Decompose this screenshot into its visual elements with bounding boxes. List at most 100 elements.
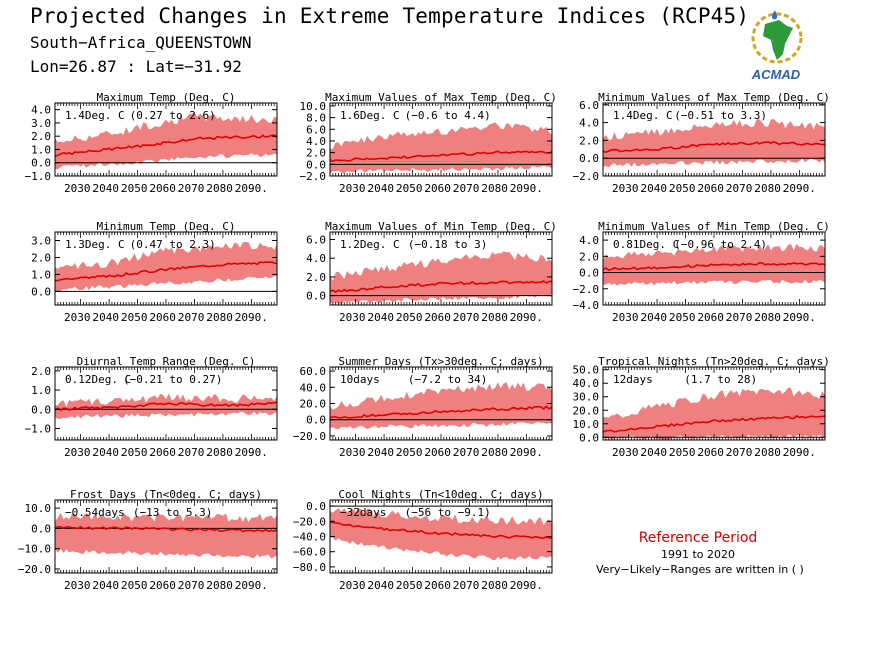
location-coordinates: Lon=26.87 : Lat=−31.92 xyxy=(30,57,242,76)
chart-title: Cool Nights (Tn<10deg. C; days) xyxy=(338,488,543,501)
uncertainty-band xyxy=(330,251,552,305)
y-tick-label: −2.0 xyxy=(300,170,327,183)
y-tick-label: 2.0 xyxy=(31,130,51,143)
x-tick-label: 2030. xyxy=(612,182,645,195)
mean-change-line xyxy=(54,261,278,282)
mean-change-line xyxy=(329,405,553,419)
x-tick-label: 2090. xyxy=(783,311,816,324)
y-tick-label: −20.0 xyxy=(293,430,326,443)
x-tick-label: 2030. xyxy=(612,311,645,324)
x-tick-label: 2060. xyxy=(697,182,730,195)
y-tick-label: 2.0 xyxy=(579,250,599,263)
uncertainty-band xyxy=(603,119,825,168)
x-tick-label: 2030. xyxy=(64,311,97,324)
y-tick-label: 40.0 xyxy=(573,377,600,390)
x-tick-label: 2070. xyxy=(178,579,211,592)
x-tick-label: 2080. xyxy=(206,182,239,195)
x-tick-label: 2060. xyxy=(424,579,457,592)
chart-panel-2: −2.00.02.04.06.08.010.02030.2040.2050.20… xyxy=(300,91,557,195)
likely-range-label: (−0.18 to 3) xyxy=(408,238,487,251)
x-tick-label: 2040. xyxy=(368,311,401,324)
mean-change-label: 1.6Deg. C xyxy=(340,109,400,122)
y-tick-label: 3.0 xyxy=(31,234,51,247)
x-tick-label: 2050. xyxy=(121,579,154,592)
x-tick-label: 2090. xyxy=(235,446,268,459)
chart-title: Maximum Values of Min Temp (Deg. C) xyxy=(325,220,557,233)
mean-change-label: 1.2Deg. C xyxy=(340,238,400,251)
y-tick-label: 1.0 xyxy=(31,143,51,156)
x-tick-label: 2080. xyxy=(481,182,514,195)
y-tick-label: 10.0 xyxy=(573,418,600,431)
x-tick-label: 2070. xyxy=(178,311,211,324)
y-tick-label: 4.0 xyxy=(306,135,326,148)
chart-panel-11: −80.0−60.0−40.0−20.00.02030.2040.2050.20… xyxy=(293,488,553,592)
reference-period-title: Reference Period xyxy=(638,530,758,546)
x-tick-label: 2090. xyxy=(510,311,543,324)
uncertainty-band xyxy=(55,242,277,292)
y-tick-label: 20.0 xyxy=(300,398,327,411)
mean-change-label: −0.54days xyxy=(65,506,125,519)
y-tick-label: 2.0 xyxy=(306,271,326,284)
mean-change-label: 1.4Deg. C xyxy=(65,109,125,122)
x-tick-label: 2080. xyxy=(481,579,514,592)
y-tick-label: 0.0 xyxy=(306,414,326,427)
y-tick-label: 6.0 xyxy=(579,99,599,112)
y-tick-label: 2.0 xyxy=(31,251,51,264)
likely-range-label: (−0.51 to 3.3) xyxy=(674,109,767,122)
x-tick-label: 2050. xyxy=(396,579,429,592)
x-tick-label: 2050. xyxy=(396,182,429,195)
x-tick-label: 2030. xyxy=(612,446,645,459)
y-tick-label: 0.0 xyxy=(579,431,599,444)
mean-change-line xyxy=(602,261,826,271)
y-tick-label: 8.0 xyxy=(306,112,326,125)
likely-range-label: (−0.6 to 4.4) xyxy=(405,109,491,122)
chart-panel-9: 0.010.020.030.040.050.02030.2040.2050.20… xyxy=(573,355,830,459)
x-tick-label: 2040. xyxy=(641,182,674,195)
x-tick-label: 2050. xyxy=(396,311,429,324)
likely-range-label: (0.27 to 2.6) xyxy=(130,109,216,122)
y-tick-label: 2.0 xyxy=(31,365,51,378)
y-tick-label: −60.0 xyxy=(293,546,326,559)
chart-title: Minimum Temp (Deg. C) xyxy=(96,220,235,233)
x-tick-label: 2060. xyxy=(149,311,182,324)
x-tick-label: 2080. xyxy=(206,311,239,324)
y-tick-label: −80.0 xyxy=(293,561,326,574)
x-tick-label: 2030. xyxy=(339,182,372,195)
x-tick-label: 2090. xyxy=(235,182,268,195)
mean-change-label: 1.3Deg. C xyxy=(65,238,125,251)
x-tick-label: 2050. xyxy=(121,311,154,324)
mean-change-line xyxy=(329,280,553,294)
y-tick-label: 0.0 xyxy=(31,157,51,170)
mean-change-line xyxy=(602,141,826,153)
y-tick-label: 6.0 xyxy=(306,123,326,136)
x-tick-label: 2090. xyxy=(510,579,543,592)
x-tick-label: 2040. xyxy=(93,182,126,195)
x-tick-label: 2080. xyxy=(481,311,514,324)
mean-change-label: 10days xyxy=(340,373,380,386)
x-tick-label: 2070. xyxy=(453,579,486,592)
likely-range-label: (−56 to −9.1) xyxy=(405,506,491,519)
x-tick-label: 2030. xyxy=(339,579,372,592)
x-tick-label: 2040. xyxy=(93,579,126,592)
x-tick-label: 2060. xyxy=(149,446,182,459)
chart-title: Tropical Nights (Tn>20deg. C; days) xyxy=(598,355,830,368)
x-tick-label: 2040. xyxy=(93,311,126,324)
x-tick-label: 2030. xyxy=(64,182,97,195)
uncertainty-band xyxy=(55,112,277,170)
mean-change-line xyxy=(54,401,278,412)
y-tick-label: 0.0 xyxy=(306,500,326,513)
x-tick-label: 2070. xyxy=(453,182,486,195)
y-tick-label: −40.0 xyxy=(293,531,326,544)
y-tick-label: −4.0 xyxy=(573,299,600,312)
likely-range-label: (1.7 to 28) xyxy=(684,373,757,386)
x-tick-label: 2050. xyxy=(669,182,702,195)
uncertainty-band xyxy=(330,122,552,174)
y-tick-label: 40.0 xyxy=(300,381,327,394)
y-tick-label: 4.0 xyxy=(31,104,51,117)
mean-change-label: 0.81Deg. C xyxy=(613,238,679,251)
x-tick-label: 2080. xyxy=(754,446,787,459)
y-tick-label: 2.0 xyxy=(579,134,599,147)
x-tick-label: 2030. xyxy=(64,446,97,459)
x-tick-label: 2060. xyxy=(697,311,730,324)
